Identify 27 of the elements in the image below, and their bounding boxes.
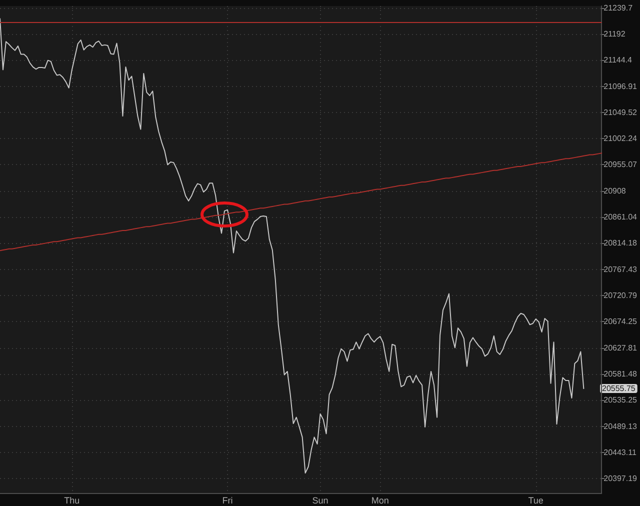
y-tick-label: 21096.91 bbox=[604, 82, 638, 91]
y-tick-label: 21049.52 bbox=[604, 108, 638, 117]
y-tick-label: 21144.4 bbox=[604, 56, 633, 65]
y-tick-label: 21239.7 bbox=[604, 3, 634, 12]
x-tick-label: Fri bbox=[222, 496, 233, 506]
y-tick-label: 21002.24 bbox=[604, 134, 638, 144]
y-tick-label: 20674.25 bbox=[604, 317, 638, 326]
y-tick-label: 20489.13 bbox=[604, 422, 638, 431]
y-tick-label: 20581.48 bbox=[604, 370, 638, 378]
x-tick-label: Tue bbox=[528, 496, 544, 506]
y-tick-label: 20397.19 bbox=[604, 474, 638, 484]
y-tick-label: 20908 bbox=[604, 186, 626, 196]
y-tick-label: 20720.79 bbox=[604, 291, 638, 300]
y-tick-label: 20627.81 bbox=[604, 343, 638, 352]
line-series bbox=[0, 152, 602, 252]
x-tick-label: Thu bbox=[64, 496, 80, 506]
x-tick-label: Sun bbox=[312, 496, 328, 506]
y-tick-label: 20861.04 bbox=[604, 212, 638, 222]
y-tick-label: 21192 bbox=[604, 29, 626, 38]
x-tick-label: Mon bbox=[371, 496, 389, 506]
y-tick-label: 20535.25 bbox=[604, 396, 638, 405]
y-tick-label: 20814.18 bbox=[604, 238, 638, 248]
y-tick-label: 20955.07 bbox=[604, 160, 638, 170]
y-tick-label: 20767.43 bbox=[604, 264, 638, 274]
line-series bbox=[0, 18, 584, 474]
text: 20555.75 bbox=[602, 384, 636, 394]
y-tick-label: 20443.11 bbox=[604, 448, 637, 457]
